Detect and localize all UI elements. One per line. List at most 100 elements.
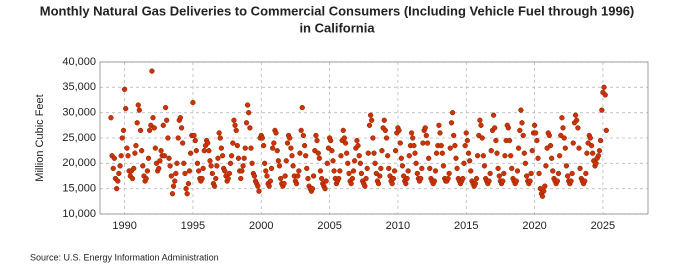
point xyxy=(587,135,593,141)
point xyxy=(116,170,122,177)
point xyxy=(555,170,562,177)
point xyxy=(502,153,508,159)
point xyxy=(317,168,324,174)
point xyxy=(288,145,294,151)
point xyxy=(468,168,474,174)
point xyxy=(367,112,374,118)
point xyxy=(528,170,534,177)
marks xyxy=(108,68,609,199)
point xyxy=(177,115,184,121)
point xyxy=(381,117,387,123)
point xyxy=(533,130,539,136)
point xyxy=(564,173,571,179)
point xyxy=(590,150,596,156)
point xyxy=(232,122,238,128)
point xyxy=(382,127,388,134)
y-tick-label: 35,000 xyxy=(62,81,96,93)
point xyxy=(481,163,488,169)
point xyxy=(342,140,349,146)
point xyxy=(124,145,130,151)
point xyxy=(426,155,432,161)
point xyxy=(364,165,370,172)
x-tick-label: 1990 xyxy=(112,220,136,232)
x-tick-label: 2025 xyxy=(591,220,615,232)
y-tick-label: 20,000 xyxy=(62,157,96,169)
point xyxy=(383,135,390,141)
point xyxy=(576,145,582,151)
point xyxy=(167,163,173,169)
point xyxy=(211,183,218,189)
point xyxy=(243,120,250,126)
point xyxy=(297,150,303,156)
point xyxy=(588,142,595,149)
point xyxy=(453,155,459,161)
point xyxy=(601,84,607,90)
point xyxy=(379,148,385,154)
x-tick-label: 2015 xyxy=(454,220,478,232)
point xyxy=(377,173,383,179)
point xyxy=(248,145,254,151)
point xyxy=(134,120,140,126)
point xyxy=(206,148,212,154)
point xyxy=(144,168,151,174)
point xyxy=(597,137,604,144)
point xyxy=(222,168,228,174)
point xyxy=(276,163,283,169)
point xyxy=(546,132,552,139)
point xyxy=(423,132,429,139)
point xyxy=(336,175,342,182)
point xyxy=(173,170,179,177)
point xyxy=(427,165,433,172)
point xyxy=(389,180,395,187)
point xyxy=(560,125,566,131)
point xyxy=(392,148,399,154)
point xyxy=(264,173,270,179)
point xyxy=(331,168,337,174)
point xyxy=(348,180,354,187)
point xyxy=(199,175,205,182)
point xyxy=(599,107,605,113)
point xyxy=(158,148,164,154)
point xyxy=(358,170,365,177)
point xyxy=(309,186,316,192)
x-tick-label: 2000 xyxy=(249,220,273,232)
point xyxy=(595,153,602,159)
point xyxy=(319,175,325,182)
point xyxy=(330,158,336,164)
point xyxy=(413,160,419,166)
point xyxy=(527,178,533,184)
point xyxy=(149,68,155,74)
point xyxy=(282,173,288,179)
point xyxy=(170,183,177,189)
point xyxy=(554,178,561,184)
point xyxy=(185,180,192,187)
point xyxy=(495,165,501,172)
point xyxy=(345,160,351,166)
point xyxy=(602,92,608,98)
point xyxy=(178,125,185,131)
point xyxy=(338,153,344,159)
point xyxy=(123,105,129,112)
point xyxy=(523,173,530,179)
y-tick-label: 15,000 xyxy=(62,183,96,195)
point xyxy=(110,165,116,172)
point xyxy=(390,175,397,182)
point xyxy=(323,178,329,184)
x-tick-label: 2020 xyxy=(522,220,546,232)
point xyxy=(296,168,302,174)
point xyxy=(227,160,234,166)
point xyxy=(207,158,213,164)
point xyxy=(480,153,486,159)
point xyxy=(344,150,350,156)
point xyxy=(486,178,492,184)
point xyxy=(249,160,255,166)
point xyxy=(131,165,137,172)
point xyxy=(514,168,521,174)
point xyxy=(531,122,538,128)
point xyxy=(214,163,220,169)
point xyxy=(111,155,117,161)
point xyxy=(235,155,242,161)
point xyxy=(239,168,245,174)
point xyxy=(355,142,361,149)
